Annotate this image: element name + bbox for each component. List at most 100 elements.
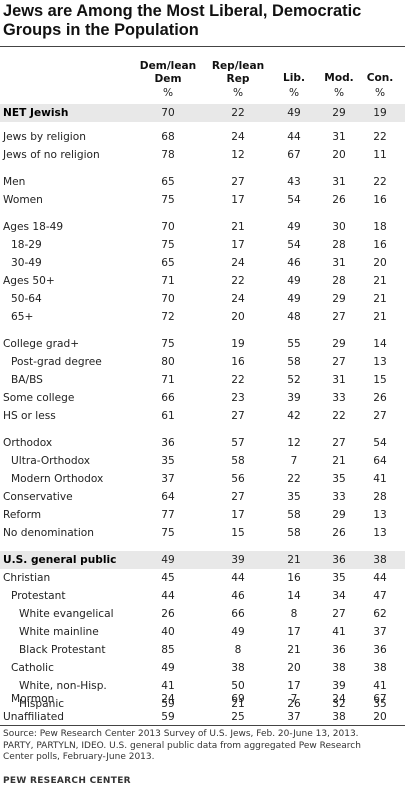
table-row: Unaffiliated 59 25 37 38 20 (0, 708, 405, 726)
table-row: Conservative 64 27 35 33 28 (0, 488, 405, 506)
cell-value: 40 (161, 626, 175, 638)
cell-value: 78 (161, 149, 175, 161)
cell-value: 77 (161, 509, 175, 521)
cell-value: 56 (231, 473, 245, 485)
cell-value: 38 (373, 662, 387, 674)
table-row: NET Jewish 70 22 49 29 19 (0, 104, 405, 122)
cell-value: 49 (287, 275, 301, 287)
cell-value: 41 (332, 626, 346, 638)
cell-value: 26 (373, 392, 387, 404)
cell-value: 43 (287, 176, 301, 188)
cell-value: 35 (373, 698, 387, 710)
cell-value: 36 (332, 644, 346, 656)
cell-value: 15 (373, 374, 387, 386)
cell-value: 28 (373, 491, 387, 503)
row-label: Orthodox (3, 437, 53, 449)
table-row: White evangelical 26 66 8 27 62 (0, 605, 405, 623)
table-row: Catholic 49 38 20 38 38 (0, 659, 405, 677)
cell-value: 13 (373, 509, 387, 521)
column-header: Con. (366, 72, 394, 84)
cell-value: 72 (161, 311, 175, 323)
source-line: PARTY, PARTYLN, IDEO. U.S. general publi… (3, 740, 361, 751)
cell-value: 49 (161, 662, 175, 674)
column-header: Mod. (324, 72, 354, 84)
row-label: 30-49 (11, 257, 42, 269)
cell-value: 46 (231, 590, 245, 602)
table-row: 65+ 72 20 48 27 21 (0, 308, 405, 326)
table-row: Jews of no religion 78 12 67 20 11 (0, 146, 405, 164)
cell-value: 54 (287, 194, 301, 206)
source-line: Center polls, February-June 2013. (3, 752, 155, 762)
cell-value: 58 (287, 509, 301, 521)
cell-value: 24 (231, 131, 245, 143)
table-row: No denomination 75 15 58 26 13 (0, 524, 405, 542)
cell-value: 27 (373, 410, 387, 422)
row-label: Catholic (11, 662, 54, 674)
cell-value: 26 (332, 194, 346, 206)
cell-value: 14 (373, 338, 387, 350)
cell-value: 49 (231, 626, 245, 638)
cell-value: 58 (287, 356, 301, 368)
table-row: White, non-Hisp. 41 50 17 39 41 (0, 677, 405, 695)
cell-value: 24 (332, 693, 346, 705)
cell-value: 21 (373, 293, 387, 305)
cell-value: 11 (373, 149, 387, 161)
cell-value: 19 (373, 107, 387, 119)
cell-value: 22 (332, 410, 346, 422)
row-label: Conservative (3, 491, 73, 503)
cell-value: 31 (332, 131, 346, 143)
cell-value: 20 (231, 311, 245, 323)
cell-value: 58 (287, 527, 301, 539)
cell-value: 16 (231, 356, 245, 368)
cell-value: 38 (373, 554, 387, 566)
cell-value: 35 (332, 572, 346, 584)
table-row: Men 65 27 43 31 22 (0, 173, 405, 191)
row-label: 65+ (11, 311, 34, 323)
cell-value: 80 (161, 356, 175, 368)
row-label: NET Jewish (3, 107, 69, 119)
cell-value: 59 (161, 698, 175, 710)
cell-value: 19 (231, 338, 245, 350)
cell-value: 16 (373, 239, 387, 251)
cell-value: 38 (332, 711, 346, 723)
cell-value: 44 (231, 572, 245, 584)
unit-label: % (374, 87, 386, 99)
cell-value: 12 (231, 149, 245, 161)
unit-label: % (288, 87, 300, 99)
cell-value: 24 (231, 257, 245, 269)
table-row: Protestant 44 46 14 34 47 (0, 587, 405, 605)
cell-value: 22 (287, 473, 301, 485)
table-row: 30-49 65 24 46 31 20 (0, 254, 405, 272)
credit-label: PEW RESEARCH CENTER (3, 776, 131, 786)
cell-value: 22 (373, 176, 387, 188)
cell-value: 49 (287, 221, 301, 233)
cell-value: 30 (332, 221, 346, 233)
chart-title: Jews are Among the Most Liberal, Democra… (3, 2, 362, 39)
cell-value: 27 (332, 356, 346, 368)
cell-value: 21 (231, 698, 245, 710)
cell-value: 8 (290, 608, 298, 620)
cell-value: 27 (332, 311, 346, 323)
cell-value: 22 (231, 275, 245, 287)
cell-value: 57 (231, 437, 245, 449)
cell-value: 58 (231, 455, 245, 467)
cell-value: 13 (373, 527, 387, 539)
row-label: Ages 50+ (3, 275, 55, 287)
cell-value: 27 (231, 491, 245, 503)
top-divider (0, 46, 405, 47)
cell-value: 66 (231, 608, 245, 620)
cell-value: 31 (332, 257, 346, 269)
row-label: Jews of no religion (3, 149, 100, 161)
cell-value: 47 (373, 590, 387, 602)
cell-value: 65 (161, 257, 175, 269)
cell-value: 49 (287, 293, 301, 305)
cell-value: 71 (161, 374, 175, 386)
cell-value: 61 (161, 410, 175, 422)
cell-value: 21 (332, 455, 346, 467)
cell-value: 22 (373, 131, 387, 143)
row-label: Women (3, 194, 43, 206)
cell-value: 75 (161, 338, 175, 350)
cell-value: 39 (332, 680, 346, 692)
cell-value: 7 (290, 693, 298, 705)
